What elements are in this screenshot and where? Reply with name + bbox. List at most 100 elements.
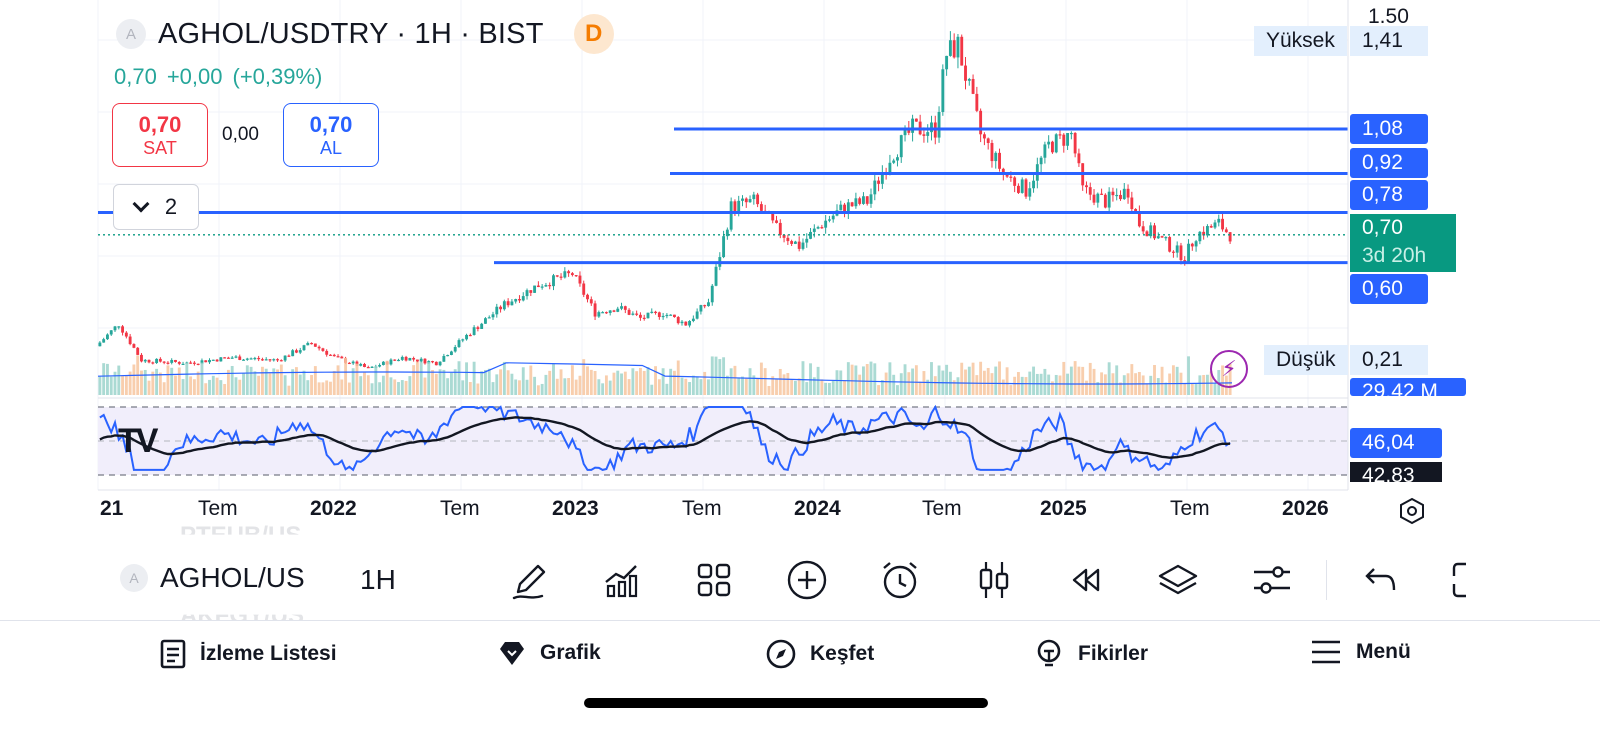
volume-bar	[1130, 364, 1134, 395]
alarm-icon[interactable]	[878, 558, 922, 602]
undo-icon[interactable]	[1358, 558, 1402, 602]
volume-bar	[858, 374, 862, 395]
candle-body	[1020, 179, 1024, 193]
candle-body	[737, 200, 741, 212]
candle-body	[313, 343, 317, 347]
nav-explore[interactable]: Keşfet	[766, 639, 874, 669]
candle-body	[166, 362, 170, 364]
candle-body	[412, 358, 416, 360]
volume-bar	[1202, 374, 1206, 395]
candle-body	[665, 314, 669, 317]
volume-bar	[752, 375, 756, 395]
interval-button[interactable]: 1H	[360, 564, 396, 595]
layers-icon[interactable]	[1156, 558, 1200, 602]
candle-body	[283, 355, 287, 361]
nav-ideas[interactable]: Fikirler	[1034, 639, 1148, 669]
volume-bar	[635, 371, 639, 395]
sell-button[interactable]: 0,70 SAT	[112, 103, 208, 167]
volume-bar	[419, 362, 423, 395]
volume-bar	[582, 359, 586, 395]
volume-bar	[1183, 383, 1187, 395]
candle-body	[249, 358, 253, 360]
candle-body	[680, 321, 684, 324]
chart-settings-icon[interactable]	[1398, 497, 1426, 525]
volume-bar	[631, 368, 635, 395]
buy-button[interactable]: 0,70 AL	[283, 103, 379, 167]
candles-icon[interactable]	[972, 558, 1016, 602]
settings-sliders-icon[interactable]	[1250, 558, 1294, 602]
volume-bar	[846, 362, 850, 395]
volume-bar	[831, 380, 835, 395]
candle-body	[317, 346, 321, 349]
candle-body	[434, 361, 438, 366]
time-axis-label: 2023	[552, 497, 599, 520]
candle-body	[725, 229, 729, 237]
volume-bar	[676, 360, 680, 395]
symbol-title[interactable]: AGHOL/USDTRY · 1H · BIST	[158, 17, 544, 50]
volume-bar	[748, 368, 752, 395]
add-icon[interactable]	[785, 558, 829, 602]
volume-bar	[219, 380, 223, 395]
candle-body	[782, 234, 786, 238]
volume-bar	[480, 371, 484, 395]
sell-label: SAT	[143, 137, 177, 158]
volume-bar	[854, 365, 858, 395]
volume-bar	[415, 361, 419, 395]
volume-bar	[366, 375, 370, 395]
volume-bar	[877, 385, 881, 395]
toolbar-symbol-button[interactable]: A AGHOL/US	[120, 562, 305, 594]
candle-body	[748, 199, 752, 203]
price-chart[interactable]	[0, 0, 1600, 540]
layouts-icon[interactable]	[692, 558, 736, 602]
candle-body	[226, 357, 230, 359]
symbol-header[interactable]: A AGHOL/USDTRY · 1H · BIST D	[116, 14, 614, 54]
volume-bar	[510, 373, 514, 395]
spread-value: 0,00	[222, 124, 259, 145]
candle-body	[552, 275, 555, 287]
candle-body	[510, 301, 514, 306]
volume-bar	[302, 370, 306, 395]
fullscreen-icon[interactable]	[1446, 558, 1472, 602]
chart-area[interactable]	[0, 0, 1600, 540]
volume-bar	[835, 370, 839, 395]
candle-body	[801, 242, 805, 249]
volume-bar	[457, 361, 461, 395]
candle-body	[941, 69, 945, 112]
volume-bar	[310, 374, 314, 395]
nav-menu[interactable]: Menü	[1310, 639, 1411, 665]
lightning-icon[interactable]: ⚡	[1210, 350, 1248, 388]
volume-bar	[578, 375, 582, 395]
candle-body	[877, 180, 881, 184]
nav-chart[interactable]: Grafik	[498, 639, 601, 667]
volume-bar	[279, 364, 283, 395]
data-delay-badge[interactable]: D	[573, 14, 614, 54]
volume-bar	[873, 363, 877, 395]
candle-body	[393, 359, 397, 361]
candle-body	[128, 336, 132, 345]
volume-bar	[960, 362, 964, 395]
indicators-icon[interactable]	[600, 558, 644, 602]
candle-body	[896, 157, 899, 161]
volume-bar	[1194, 383, 1198, 395]
nav-ideas-label: Fikirler	[1078, 642, 1149, 665]
volume-bar	[170, 367, 174, 395]
candle-body	[548, 285, 552, 287]
replay-icon[interactable]	[1064, 558, 1108, 602]
draw-pen-icon[interactable]	[508, 558, 552, 602]
volume-bar	[449, 372, 453, 395]
candle-body	[793, 241, 797, 244]
candle-body	[854, 198, 858, 207]
nav-watchlist[interactable]: İzleme Listesi	[160, 639, 337, 669]
volume-bar	[465, 362, 468, 395]
volume-bar	[431, 370, 434, 395]
volume-bar	[484, 369, 487, 395]
price-change-pct: (+0,39%)	[232, 64, 323, 89]
volume-bar	[177, 367, 181, 395]
candle-body	[1047, 141, 1051, 145]
candle-body	[790, 241, 794, 244]
indicators-toggle-button[interactable]: 2	[113, 184, 199, 230]
volume-bar	[1213, 383, 1217, 395]
time-axis-label: Tem	[922, 497, 962, 520]
volume-bar	[332, 370, 336, 395]
volume-bar	[113, 371, 117, 395]
